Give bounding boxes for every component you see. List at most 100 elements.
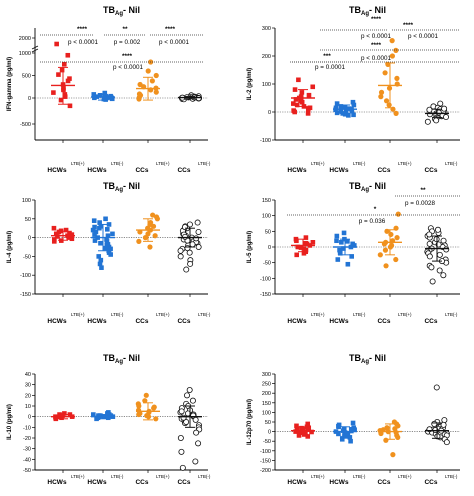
x-category-superscript: LTB(-) bbox=[353, 161, 366, 166]
x-category-label: HCWs bbox=[47, 479, 67, 486]
data-point bbox=[98, 257, 104, 263]
p-value-label: p < 0.0001 bbox=[361, 55, 391, 62]
data-point bbox=[341, 230, 347, 236]
data-point bbox=[389, 53, 396, 59]
significance-stars: ** bbox=[420, 187, 426, 194]
y-tick-label: 1000 bbox=[19, 51, 31, 57]
data-point bbox=[195, 440, 202, 447]
data-point bbox=[393, 256, 399, 263]
data-point bbox=[63, 227, 69, 233]
data-point bbox=[291, 101, 296, 106]
x-category-label: HCWs bbox=[47, 318, 67, 325]
data-point bbox=[99, 265, 104, 270]
data-point bbox=[436, 251, 443, 258]
data-point bbox=[149, 78, 155, 84]
data-point bbox=[104, 239, 110, 244]
data-point bbox=[305, 421, 311, 427]
data-point bbox=[299, 90, 305, 95]
data-point bbox=[92, 232, 97, 237]
data-point bbox=[103, 216, 108, 222]
data-point bbox=[294, 252, 300, 258]
y-tick-label: 10 bbox=[25, 404, 31, 410]
x-category-superscript: LTB(-) bbox=[445, 312, 458, 317]
data-point bbox=[309, 429, 314, 435]
x-category-label: CCs bbox=[135, 479, 148, 486]
data-point bbox=[335, 257, 341, 262]
data-point bbox=[338, 104, 344, 109]
data-point bbox=[390, 452, 396, 458]
data-point bbox=[137, 410, 143, 417]
data-point bbox=[142, 398, 148, 404]
data-point bbox=[394, 235, 400, 241]
p-value-label: p < 0.0001 bbox=[159, 39, 189, 46]
data-point bbox=[443, 439, 450, 446]
significance-stars: **** bbox=[77, 26, 88, 33]
y-tick-label: 300 bbox=[262, 372, 271, 378]
y-tick-label: 50 bbox=[25, 217, 31, 223]
y-tick-label: 0 bbox=[268, 430, 271, 436]
x-category-superscript: LTB(-) bbox=[353, 474, 366, 479]
data-point bbox=[97, 261, 103, 267]
data-point bbox=[105, 242, 111, 247]
data-point bbox=[190, 412, 197, 419]
data-point bbox=[440, 272, 447, 279]
data-point bbox=[305, 434, 311, 439]
data-point bbox=[293, 97, 299, 102]
x-category-superscript: LTB(+) bbox=[311, 161, 325, 166]
y-tick-label: -50 bbox=[23, 254, 31, 260]
data-point bbox=[443, 114, 450, 121]
data-point bbox=[184, 245, 191, 252]
data-point bbox=[150, 212, 156, 218]
y-tick-label: 100 bbox=[22, 198, 31, 204]
data-point bbox=[293, 429, 298, 434]
data-point bbox=[194, 219, 201, 226]
p-value-label: p = 0.002 bbox=[114, 39, 141, 46]
data-point bbox=[334, 238, 339, 244]
data-point bbox=[67, 230, 72, 236]
data-point bbox=[65, 78, 71, 84]
x-category-superscript: LTB(+) bbox=[311, 474, 325, 479]
p-value-label: p = 0.036 bbox=[359, 218, 386, 225]
significance-stars: * bbox=[374, 206, 377, 213]
x-category-superscript: LTB(+) bbox=[71, 312, 85, 317]
data-point bbox=[294, 423, 299, 429]
data-point bbox=[383, 437, 389, 443]
data-point bbox=[305, 427, 311, 432]
data-point bbox=[433, 384, 440, 391]
x-category-superscript: LTB(+) bbox=[398, 474, 412, 479]
data-point bbox=[69, 232, 75, 237]
data-point bbox=[186, 386, 193, 393]
y-tick-label: -40 bbox=[23, 457, 31, 463]
data-point bbox=[336, 423, 341, 429]
data-point bbox=[382, 70, 388, 76]
data-point bbox=[143, 392, 149, 398]
y-tick-label: -30 bbox=[23, 447, 31, 453]
data-point bbox=[183, 266, 190, 273]
data-point bbox=[59, 67, 65, 73]
data-point bbox=[193, 429, 200, 436]
y-tick-label: -100 bbox=[260, 276, 271, 282]
data-point bbox=[296, 77, 301, 83]
significance-stars: *** bbox=[323, 53, 331, 60]
x-category-superscript: LTB(-) bbox=[198, 474, 211, 479]
data-point bbox=[153, 416, 159, 422]
y-tick-label: -150 bbox=[260, 292, 271, 298]
x-category-superscript: LTB(-) bbox=[198, 161, 211, 166]
chart-title: TBAg- Nil bbox=[349, 353, 386, 365]
data-point bbox=[66, 235, 71, 240]
data-point bbox=[350, 99, 356, 105]
y-axis-label: IL-10 (pg/ml) bbox=[7, 404, 13, 440]
y-tick-label: 250 bbox=[262, 382, 271, 388]
data-point bbox=[428, 264, 435, 271]
y-tick-label: 100 bbox=[262, 82, 271, 88]
data-point bbox=[67, 103, 73, 109]
data-point bbox=[151, 404, 157, 410]
data-point bbox=[189, 241, 196, 248]
data-point bbox=[346, 113, 351, 118]
x-category-label: CCs bbox=[424, 479, 437, 486]
y-tick-label: 2000 bbox=[19, 36, 31, 42]
y-tick-label: -200 bbox=[260, 468, 271, 474]
data-point bbox=[294, 238, 299, 244]
data-point bbox=[301, 250, 307, 256]
data-point bbox=[388, 231, 394, 238]
